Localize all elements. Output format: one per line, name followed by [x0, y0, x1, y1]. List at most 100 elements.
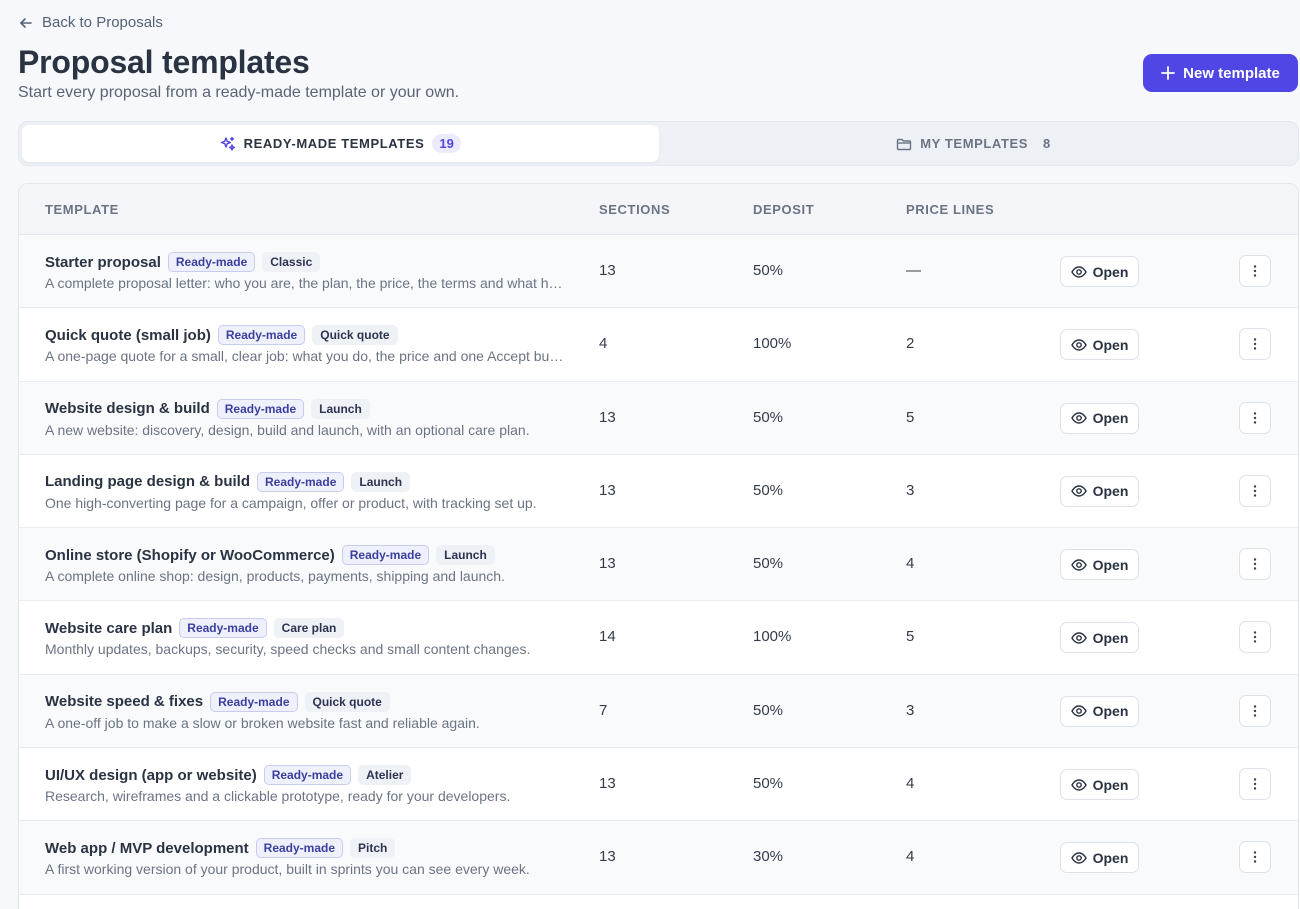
price-lines-value: 3	[906, 481, 915, 499]
table-row[interactable]: Starter proposal Ready-made Classic A compl…	[19, 235, 1298, 309]
tab-my-templates[interactable]: MY TEMPLATES 8	[659, 125, 1296, 162]
template-description: Monthly updates, backups, security, spee…	[45, 641, 531, 658]
more-options-button[interactable]	[1239, 474, 1271, 507]
open-button[interactable]: Open	[1060, 622, 1139, 654]
deposit-value: 50%	[753, 481, 784, 499]
ready-made-badge: Ready-made	[263, 765, 352, 786]
more-vertical-icon	[1253, 778, 1257, 790]
open-button[interactable]: Open	[1060, 695, 1139, 727]
template-description: A one-page quote for a small, clear job:…	[45, 348, 565, 365]
eye-icon	[1070, 485, 1087, 498]
template-name[interactable]: Website speed & fixes	[45, 693, 204, 711]
new-template-label: New template	[1183, 64, 1280, 82]
table-row[interactable]: Landing page design & build Ready-made Lau…	[19, 455, 1298, 529]
open-button-label: Open	[1092, 629, 1129, 646]
price-lines-value: 5	[906, 628, 915, 646]
ready-made-badge: Ready-made	[179, 618, 267, 639]
sections-count: 7	[599, 701, 608, 719]
sections-count: 13	[599, 408, 616, 426]
open-button-label: Open	[1092, 776, 1129, 793]
deposit-value: 100%	[753, 628, 792, 646]
open-button-label: Open	[1092, 263, 1129, 280]
sections-count: 4	[599, 335, 608, 353]
template-name[interactable]: Website care plan	[45, 619, 173, 637]
open-button-label: Open	[1092, 849, 1129, 866]
back-link[interactable]: Back to Proposals	[18, 14, 163, 31]
sections-count: 14	[599, 628, 616, 646]
more-options-button[interactable]	[1239, 255, 1271, 287]
deposit-value: 50%	[753, 555, 784, 573]
more-options-button[interactable]	[1239, 694, 1271, 727]
template-name[interactable]: UI/UX design (app or website)	[45, 766, 257, 784]
deposit-value: 50%	[753, 262, 784, 279]
table-row[interactable]: Website speed & fixes Ready-made Quick quo…	[19, 674, 1298, 749]
deposit-value: 50%	[753, 408, 784, 426]
open-button[interactable]: Open	[1060, 549, 1139, 581]
style-tag-badge: Launch	[436, 545, 495, 566]
tab-ready-made-count: 19	[432, 134, 461, 153]
table-row[interactable]: Online store (Shopify or WooCommerce) Rea…	[19, 528, 1298, 602]
template-name-group: UI/UX design (app or website) Ready-made A…	[45, 765, 412, 786]
open-button-label: Open	[1092, 483, 1129, 500]
open-button[interactable]: Open	[1060, 402, 1139, 434]
ready-made-badge: Ready-made	[216, 398, 305, 419]
template-name[interactable]: Starter proposal	[45, 253, 161, 271]
template-description: A first working version of your product,…	[45, 861, 530, 878]
more-options-button[interactable]	[1239, 841, 1271, 874]
more-options-button[interactable]	[1239, 401, 1271, 434]
table-row[interactable]: Website design & build Ready-made Launch A …	[19, 381, 1298, 455]
new-template-button[interactable]: New template	[1143, 54, 1298, 92]
open-button[interactable]: Open	[1060, 475, 1139, 507]
more-options-button[interactable]	[1239, 621, 1271, 654]
template-name[interactable]: Web app / MVP development	[45, 839, 249, 857]
page-subtitle: Start every proposal from a ready-made t…	[18, 84, 460, 101]
more-vertical-icon	[1253, 338, 1257, 350]
table-row[interactable]: Quick quote (small job) Ready-made Quick q…	[19, 308, 1298, 382]
open-button[interactable]: Open	[1060, 256, 1139, 287]
table-header: TEMPLATE SECTIONS DEPOSIT PRICE LINES	[19, 184, 1298, 235]
template-description: One high-converting page for a campaign,…	[45, 494, 537, 511]
open-button[interactable]: Open	[1060, 769, 1139, 801]
eye-icon	[1070, 558, 1087, 571]
more-vertical-icon	[1253, 558, 1257, 570]
table-row[interactable]: Web app / MVP development Ready-made Pitch…	[19, 821, 1298, 895]
open-button-label: Open	[1092, 336, 1129, 353]
more-options-button[interactable]	[1239, 328, 1271, 361]
template-name[interactable]: Quick quote (small job)	[45, 326, 211, 344]
template-name[interactable]: Online store (Shopify or WooCommerce)	[45, 546, 335, 564]
ready-made-badge: Ready-made	[210, 691, 298, 712]
template-name-group: Landing page design & build Ready-made Lau…	[45, 471, 411, 492]
tab-ready-made-label: READY-MADE TEMPLATES	[243, 136, 425, 151]
template-name-group: Starter proposal Ready-made Classic	[45, 252, 321, 272]
more-options-button[interactable]	[1239, 548, 1271, 581]
open-button[interactable]: Open	[1060, 842, 1139, 874]
ready-made-badge: Ready-made	[257, 471, 345, 492]
table-row[interactable]: Website care plan Ready-made Care plan Mont…	[19, 601, 1298, 675]
deposit-value: 30%	[753, 848, 784, 866]
column-header-deposit: DEPOSIT	[753, 202, 815, 217]
eye-icon	[1070, 778, 1087, 791]
table-row[interactable]: UI/UX design (app or website) Ready-made A…	[19, 748, 1298, 822]
style-tag-badge: Atelier	[358, 765, 412, 786]
eye-icon	[1070, 705, 1087, 717]
tab-ready-made-templates[interactable]: READY-MADE TEMPLATES 19	[22, 125, 659, 162]
tab-my-templates-count: 8	[1043, 136, 1051, 151]
price-lines-value: —	[906, 262, 921, 279]
template-description: Research, wireframes and a clickable pro…	[45, 788, 511, 805]
more-vertical-icon	[1253, 851, 1257, 864]
page-title: Proposal templates	[18, 44, 310, 80]
template-tabs: READY-MADE TEMPLATES 19 MY TEMPLATES 8	[18, 121, 1299, 166]
template-name[interactable]: Landing page design & build	[45, 473, 250, 491]
open-button[interactable]: Open	[1060, 329, 1139, 361]
style-tag-badge: Launch	[311, 398, 370, 419]
open-button-label: Open	[1092, 410, 1129, 427]
more-options-button[interactable]	[1239, 768, 1271, 801]
plus-icon	[1161, 66, 1176, 80]
template-description: A complete proposal letter: who you are,…	[45, 275, 565, 291]
template-name-group: Web app / MVP development Ready-made Pitch	[45, 838, 396, 859]
more-vertical-icon	[1253, 705, 1257, 717]
style-tag-badge: Classic	[262, 252, 321, 272]
template-name-group: Online store (Shopify or WooCommerce) Rea…	[45, 545, 495, 566]
more-vertical-icon	[1253, 485, 1257, 497]
template-name[interactable]: Website design & build	[45, 400, 210, 418]
